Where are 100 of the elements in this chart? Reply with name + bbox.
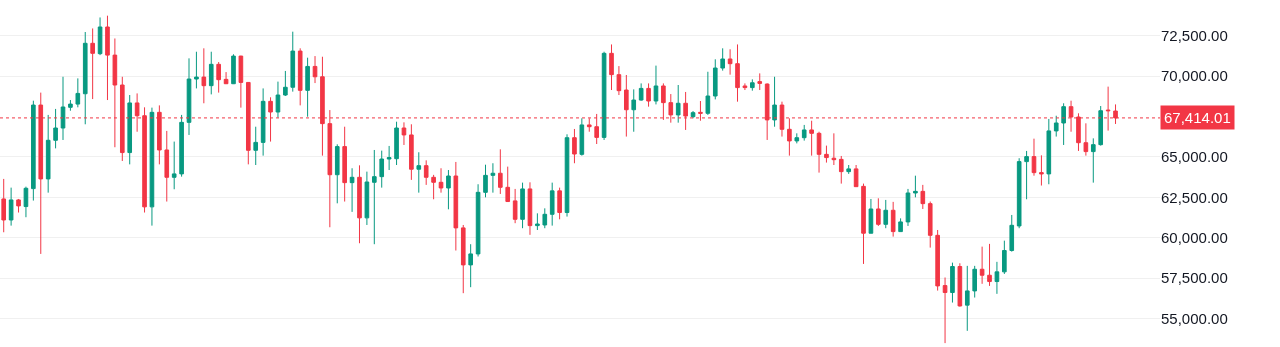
candlestick bbox=[646, 82, 651, 108]
y-tick-label: 70,000.00 bbox=[1161, 67, 1228, 85]
candlestick bbox=[1009, 214, 1015, 253]
candlestick bbox=[653, 65, 659, 105]
candlestick bbox=[75, 77, 81, 108]
candlestick bbox=[772, 76, 777, 128]
candlestick bbox=[386, 145, 392, 171]
candlestick bbox=[483, 164, 488, 198]
candlestick bbox=[838, 155, 844, 185]
candlestick bbox=[342, 126, 347, 203]
candlestick bbox=[253, 126, 259, 166]
candlestick bbox=[572, 128, 577, 164]
candlestick bbox=[1016, 157, 1022, 229]
candlestick bbox=[68, 99, 73, 112]
candlestick bbox=[460, 224, 466, 294]
candlestick bbox=[23, 186, 29, 218]
candlestick bbox=[942, 277, 948, 344]
candlestick bbox=[179, 114, 184, 178]
candlestick bbox=[883, 199, 889, 229]
candlestick bbox=[260, 87, 266, 157]
candlestick bbox=[1002, 240, 1007, 275]
candlestick bbox=[1083, 122, 1089, 157]
candlestick bbox=[964, 265, 970, 332]
candlestick bbox=[498, 148, 503, 195]
candlestick bbox=[824, 145, 829, 164]
candlestick bbox=[45, 114, 51, 194]
candlestick bbox=[1090, 137, 1096, 184]
candlestick bbox=[675, 84, 681, 124]
candlestick bbox=[935, 229, 940, 292]
candlestick bbox=[979, 246, 985, 285]
candlestick bbox=[638, 82, 644, 102]
candlestick bbox=[920, 184, 926, 210]
candlestick bbox=[468, 243, 473, 288]
candlestick bbox=[201, 47, 207, 104]
candlestick bbox=[149, 107, 155, 227]
candlestick bbox=[705, 71, 711, 116]
candlestick bbox=[90, 27, 95, 100]
candlestick bbox=[53, 108, 58, 149]
candlestick bbox=[631, 88, 637, 133]
candlestick bbox=[8, 187, 14, 227]
candlestick bbox=[579, 117, 585, 157]
candlestick bbox=[742, 82, 748, 91]
candlestick bbox=[957, 262, 963, 308]
candlestick bbox=[994, 261, 1000, 295]
candlestick bbox=[31, 100, 36, 202]
y-tick-label: 62,500.00 bbox=[1161, 188, 1228, 206]
candlestick bbox=[305, 57, 310, 118]
candlestick bbox=[1098, 105, 1104, 147]
candlestick bbox=[987, 243, 992, 287]
y-tick-label: 60,000.00 bbox=[1161, 228, 1228, 246]
candlestick bbox=[727, 48, 733, 76]
candlestick bbox=[82, 31, 88, 125]
candlestick bbox=[712, 58, 718, 100]
candlestick bbox=[876, 197, 881, 227]
candlestick bbox=[535, 212, 540, 231]
candlestick bbox=[616, 65, 622, 96]
candlestick bbox=[927, 201, 933, 249]
candlestick bbox=[171, 141, 177, 190]
candlestick bbox=[890, 201, 896, 238]
candlestick bbox=[438, 167, 444, 194]
candlestick bbox=[238, 55, 244, 109]
candlestick bbox=[609, 43, 614, 91]
candlestick bbox=[750, 78, 755, 92]
candlestick bbox=[105, 15, 110, 101]
candlestick bbox=[431, 174, 436, 200]
candlestick bbox=[1024, 150, 1029, 200]
candlestick bbox=[208, 51, 214, 95]
candlestick bbox=[475, 183, 481, 257]
ref-line-label: 67,414.01 bbox=[1164, 109, 1231, 126]
candlestick bbox=[861, 183, 866, 265]
candlestick bbox=[490, 162, 496, 194]
candlestick bbox=[216, 61, 221, 94]
y-tick-label: 57,500.00 bbox=[1161, 269, 1228, 287]
candlestick bbox=[913, 175, 918, 198]
candlestick bbox=[416, 151, 422, 194]
candlestick bbox=[898, 217, 903, 233]
candlestick bbox=[801, 124, 807, 142]
candlestick bbox=[401, 121, 407, 146]
candlestick bbox=[186, 57, 192, 136]
candlestick bbox=[720, 47, 725, 72]
candlestick bbox=[290, 31, 296, 93]
candlestick bbox=[312, 55, 318, 84]
candlestick bbox=[275, 81, 281, 119]
candlestick bbox=[364, 171, 370, 226]
candlestick bbox=[868, 198, 874, 234]
candlestick bbox=[972, 265, 978, 299]
candlestick bbox=[97, 16, 103, 56]
candlestick bbox=[757, 72, 763, 91]
candlestick bbox=[231, 53, 236, 85]
candlestick bbox=[223, 71, 229, 85]
candlestick bbox=[690, 110, 696, 119]
candlestick bbox=[1039, 154, 1044, 187]
candlestick bbox=[297, 47, 303, 106]
candlestick bbox=[846, 164, 852, 175]
candlestick bbox=[16, 198, 21, 214]
candlestick bbox=[127, 94, 133, 165]
candlestick bbox=[1061, 102, 1066, 146]
candlestick bbox=[1031, 138, 1037, 177]
candlestick bbox=[831, 132, 837, 166]
candlestick bbox=[409, 123, 414, 181]
